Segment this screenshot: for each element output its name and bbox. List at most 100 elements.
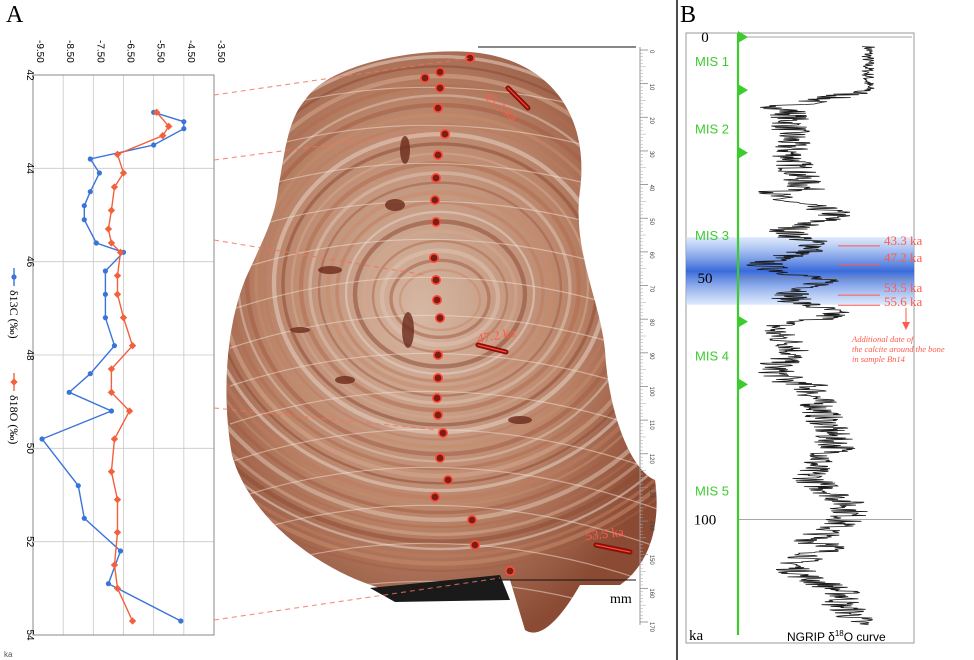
note-arrow-head xyxy=(902,322,910,330)
sample-point xyxy=(430,217,441,228)
data-point xyxy=(87,189,93,195)
mis-boundaries xyxy=(738,31,748,391)
ngrip-gridlines xyxy=(738,36,912,520)
isotope-x-ticks: -9.50 -8.50 -7.50 -6.50 -5.50 -4.50 -3.50 xyxy=(34,40,226,63)
sample-point xyxy=(434,452,445,463)
isotope-chart: -9.50 -8.50 -7.50 -6.50 -5.50 -4.50 -3.50 42 44… xyxy=(4,40,226,659)
sample-point xyxy=(504,565,515,576)
data-point xyxy=(113,150,122,159)
growth-ring xyxy=(226,65,657,485)
sample-point xyxy=(432,150,443,161)
isotope-series xyxy=(39,108,187,625)
mm-tick-label: 170 xyxy=(648,622,654,633)
data-point xyxy=(96,170,102,176)
title-superscript: 18 xyxy=(835,629,844,638)
ngrip-y-ticks: 0 50 100 xyxy=(694,30,717,528)
sample-point xyxy=(434,67,445,78)
note-line: in sample Bn14 xyxy=(852,354,906,364)
growth-ring xyxy=(398,268,482,332)
note-line: the calcite around the bone xyxy=(852,344,945,354)
y-tick-label: 46 xyxy=(24,256,35,268)
isotope-legend: δ13C (‰) δ18O (‰) xyxy=(7,268,21,444)
data-point xyxy=(110,435,119,443)
mis-boundary-marker xyxy=(738,31,748,43)
data-point xyxy=(119,313,128,322)
pore xyxy=(400,136,410,164)
panel-a-label: A xyxy=(6,2,24,28)
mis-label: MIS 1 xyxy=(695,54,729,69)
legend-marker xyxy=(10,378,18,386)
ngrip-y-tick-label: 100 xyxy=(694,512,717,528)
series-line xyxy=(107,111,170,622)
y-tick-label: 54 xyxy=(24,629,35,641)
data-point xyxy=(102,268,108,274)
ngrip-curve xyxy=(746,46,875,626)
mm-unit-label: mm xyxy=(610,592,632,607)
x-tick-label: -5.50 xyxy=(155,40,166,63)
sample-point xyxy=(432,349,443,360)
y-tick-label: 42 xyxy=(24,69,35,81)
sample-point xyxy=(419,73,430,84)
panel-b-label: B xyxy=(680,2,696,28)
note-line: Additional date of xyxy=(851,334,915,344)
y-tick-label: 52 xyxy=(24,536,35,548)
mis-label: MIS 5 xyxy=(695,483,729,498)
data-point xyxy=(81,217,87,223)
legend-label: δ13C (‰) xyxy=(7,290,21,339)
isotope-chart-frame xyxy=(32,74,215,636)
mm-tick-label: 90 xyxy=(648,353,654,360)
data-point xyxy=(81,203,87,209)
correlation-line xyxy=(213,129,441,161)
sample-point xyxy=(431,392,442,403)
data-point xyxy=(113,290,122,299)
title-part: O curve xyxy=(844,630,886,644)
data-point xyxy=(151,142,157,148)
date-label: 47.2 ka xyxy=(884,250,923,265)
y-tick-label: 50 xyxy=(24,443,35,455)
sample-point xyxy=(430,274,441,285)
growth-ring xyxy=(226,51,657,573)
growth-ring xyxy=(226,51,657,501)
data-point xyxy=(39,436,45,442)
title-part: NGRIP δ xyxy=(787,630,835,644)
correlation-line xyxy=(213,57,471,96)
data-point xyxy=(110,561,119,569)
mis-label: MIS 2 xyxy=(695,122,729,137)
growth-ring xyxy=(325,190,555,391)
data-point xyxy=(113,495,122,504)
data-point xyxy=(81,515,87,521)
mm-tick-label: 10 xyxy=(648,84,654,91)
data-point xyxy=(117,548,124,554)
mis-boundary-marker xyxy=(738,146,748,159)
mm-tick-label: 110 xyxy=(648,420,654,430)
data-point xyxy=(87,156,93,162)
mis-label: MIS 4 xyxy=(695,348,729,363)
specimen-date-label: 53.5 ka xyxy=(585,524,625,543)
date-label: 43.3 ka xyxy=(884,233,923,248)
date-label: 55.6 ka xyxy=(884,294,923,309)
data-point xyxy=(113,528,122,537)
growth-ring xyxy=(226,51,657,515)
data-point xyxy=(107,206,116,215)
data-point xyxy=(181,119,187,125)
pore xyxy=(290,327,310,333)
y-tick-label: 48 xyxy=(24,349,35,361)
mm-scale: 0 10 20 30 40 50 60 70 80 90 100 110 120 130 140 150 160… xyxy=(610,47,654,633)
data-point xyxy=(119,169,128,177)
mm-tick-label: 120 xyxy=(648,454,654,465)
legend-marker xyxy=(11,274,17,280)
sample-point xyxy=(442,474,453,485)
ngrip-title: NGRIP δ18O curve xyxy=(787,629,886,644)
correlation-line xyxy=(213,407,441,431)
growth-band xyxy=(229,504,657,549)
data-point xyxy=(153,108,161,117)
mm-tick-label: 60 xyxy=(648,252,654,259)
data-point xyxy=(181,126,187,132)
sample-point xyxy=(430,173,441,184)
growth-ring xyxy=(389,258,491,339)
growth-ring xyxy=(226,51,657,522)
mis-boundary-marker xyxy=(738,84,748,97)
sample-point xyxy=(429,491,440,502)
sample-point xyxy=(437,427,448,438)
